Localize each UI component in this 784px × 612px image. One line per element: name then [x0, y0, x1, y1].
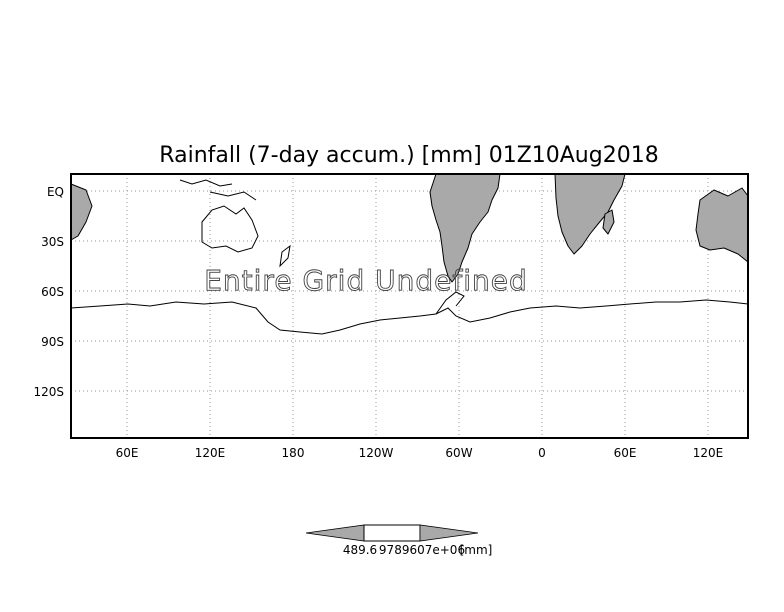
antarctica-coast [70, 299, 749, 335]
indonesia [179, 179, 257, 201]
antarctic-peninsula [435, 291, 465, 315]
lat-label-eq: EQ [47, 185, 64, 199]
map-background [71, 174, 748, 438]
south-america [429, 173, 501, 283]
colorbar-max-label: 9789607e+06 [379, 543, 465, 557]
map-frame [70, 173, 749, 439]
madagascar [602, 209, 615, 235]
lat-label-60s: 60S [41, 285, 64, 299]
lat-labels: EQ 30S 60S 90S 120S [33, 185, 64, 399]
map-panel: Entire Grid Undefined EQ 30S 60S 90S 120… [33, 173, 749, 460]
new-zealand [279, 244, 291, 268]
australia-right [695, 187, 749, 263]
lon-label-60e: 60E [116, 446, 139, 460]
colorbar-min-label: 489.6 [343, 543, 377, 557]
lon-label-120e-2: 120E [693, 446, 724, 460]
lon-label-60e-2: 60E [614, 446, 637, 460]
land-masses [70, 173, 749, 283]
lon-label-120e: 120E [195, 446, 226, 460]
lon-labels: 60E 120E 180 120W 60W 0 60E 120E [116, 446, 724, 460]
coastlines [70, 179, 749, 335]
africa [554, 173, 626, 255]
colorbar-left-triangle [305, 524, 365, 542]
lon-label-0: 0 [538, 446, 546, 460]
lat-label-120s: 120S [33, 385, 64, 399]
colorbar-right-triangle [419, 524, 479, 542]
map-title: Rainfall (7-day accum.) [mm] 01Z10Aug201… [159, 143, 658, 168]
lat-label-90s: 90S [41, 335, 64, 349]
lat-label-30s: 30S [41, 235, 64, 249]
lon-label-120w: 120W [359, 446, 394, 460]
lon-label-60w: 60W [445, 446, 472, 460]
lon-label-180: 180 [282, 446, 305, 460]
colorbar: 489.6 9789607e+06 [mm] [305, 524, 493, 557]
australia-left [201, 205, 259, 253]
colorbar-unit: [mm] [460, 543, 493, 557]
gridlines [71, 174, 748, 438]
overlay-message: Entire Grid Undefined [204, 264, 528, 297]
colorbar-center [363, 524, 421, 542]
